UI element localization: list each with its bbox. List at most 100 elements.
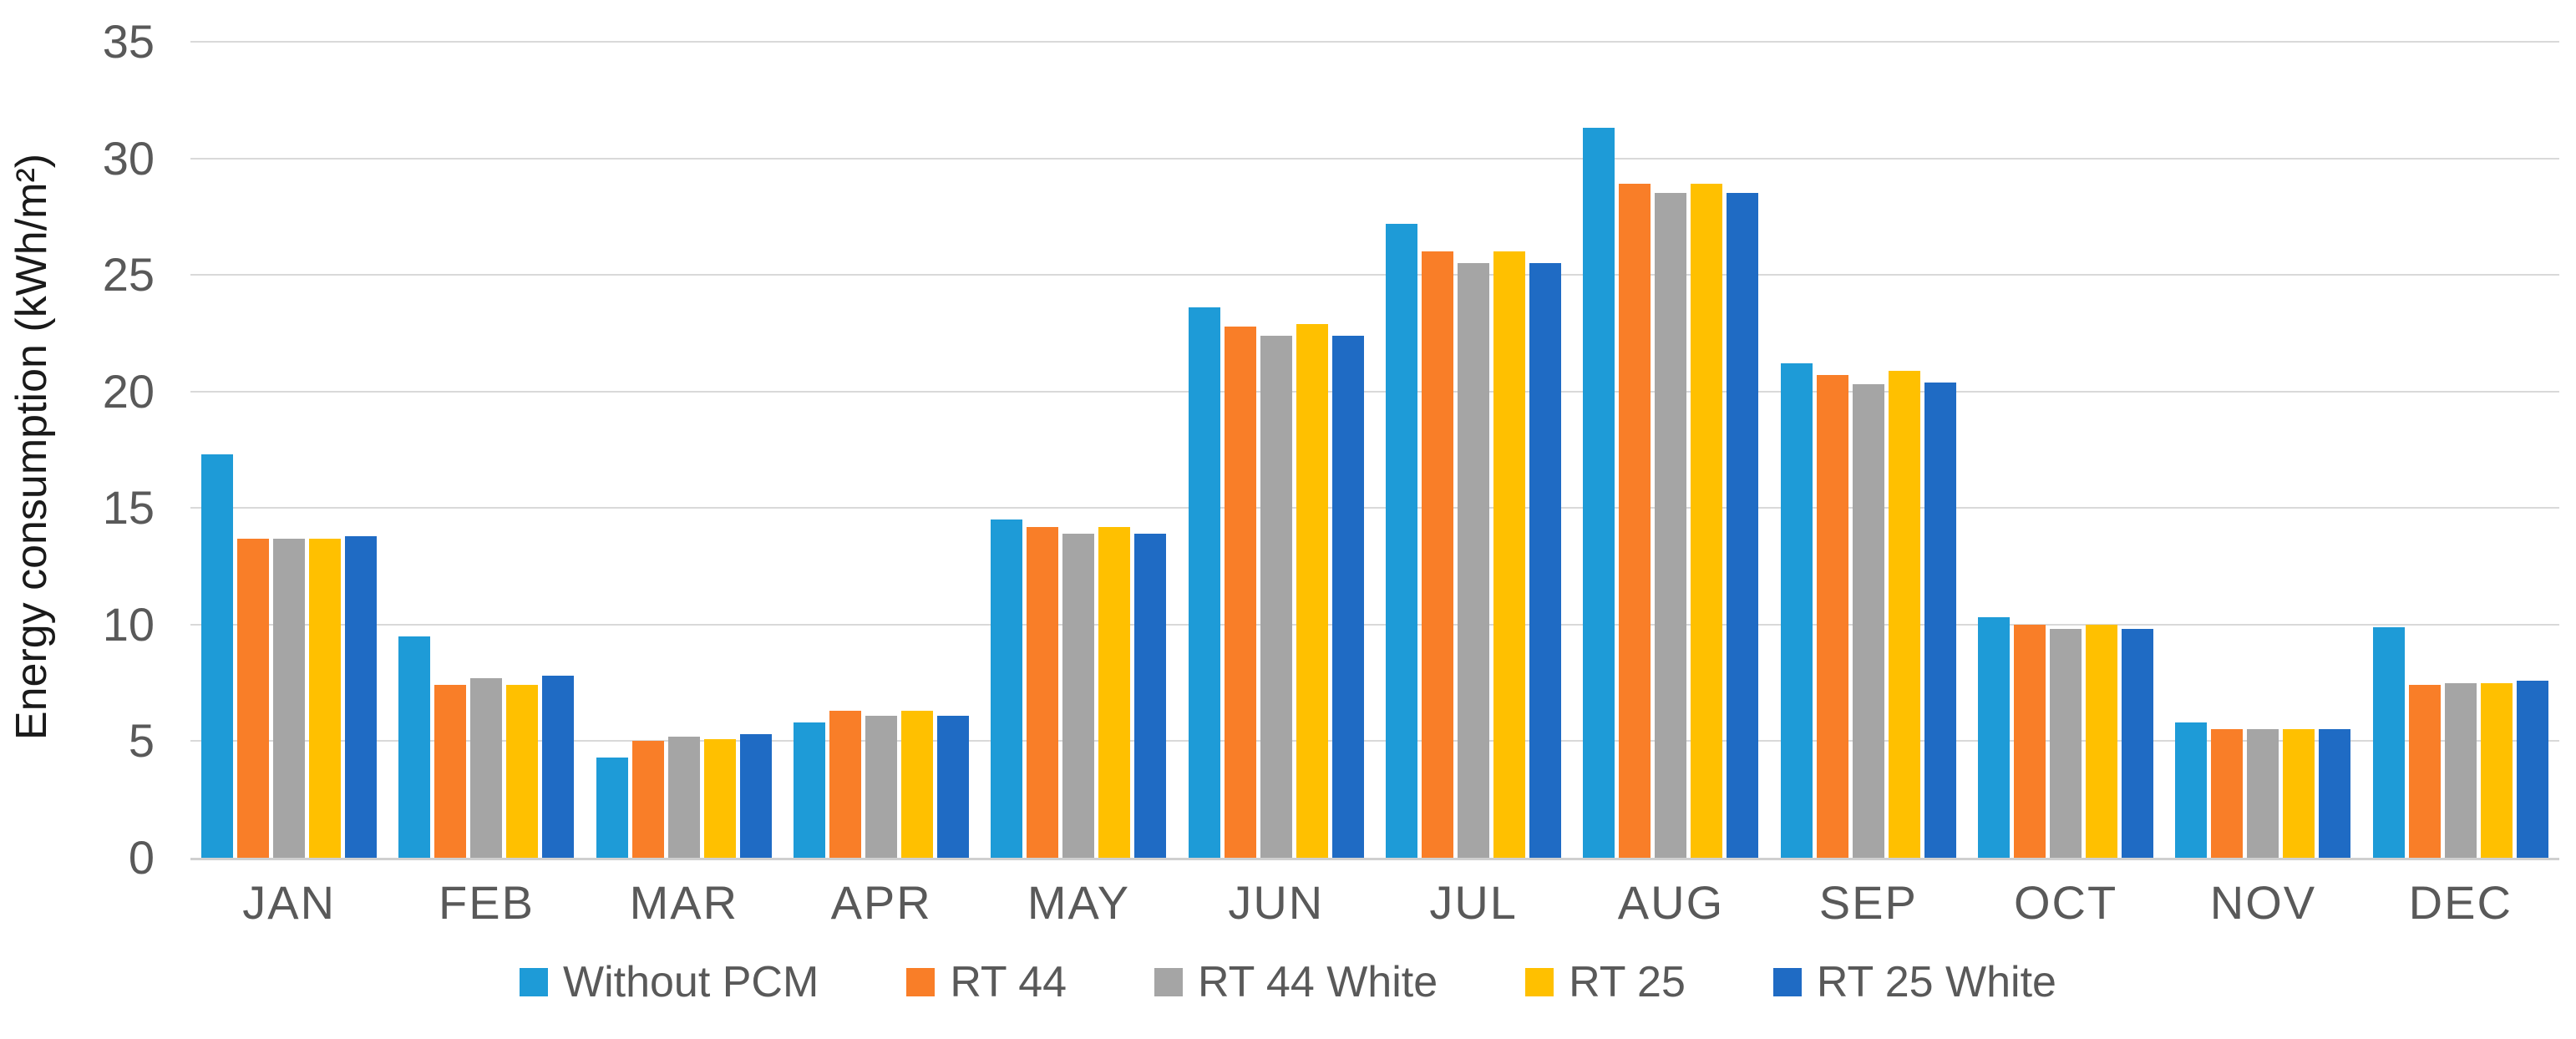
bar-without-pcm-may	[991, 520, 1023, 858]
bar-rt-44-jul	[1422, 251, 1454, 858]
x-axis-label-jan: JAN	[242, 876, 337, 929]
legend-item-label: RT 44	[950, 958, 1067, 1006]
bar-rt-25-white-nov	[2319, 729, 2351, 858]
bar-rt-25-dec	[2480, 682, 2513, 858]
bar-without-pcm-feb	[398, 636, 431, 858]
x-axis-labels: JAN FEB MAR APR MAY JUN JUL AUG SEP OCT NOV DEC	[190, 875, 2559, 930]
bar-rt-25-white-apr	[937, 715, 970, 858]
y-tick-label: 35	[102, 15, 155, 68]
x-axis-label-aug: AUG	[1617, 876, 1725, 929]
y-tick-label: 0	[128, 831, 155, 884]
bar-rt-25-jun	[1296, 323, 1328, 858]
gridline-10	[190, 623, 2559, 626]
legend-item-rt-44-white: RT 44 White	[1154, 957, 1438, 1007]
bar-without-pcm-apr	[794, 722, 826, 858]
bar-rt-44-feb	[434, 685, 467, 858]
bar-rt-44-white-may	[1062, 534, 1095, 858]
bar-rt-25-white-aug	[1727, 193, 1759, 858]
bar-without-pcm-aug	[1583, 128, 1615, 858]
bar-rt-44-dec	[2408, 685, 2441, 858]
x-axis-label-may: MAY	[1027, 876, 1131, 929]
bar-groups	[190, 42, 2559, 858]
x-axis-label-jun: JUN	[1228, 876, 1325, 929]
legend-swatch-icon	[1772, 968, 1802, 996]
gridline-35	[190, 41, 2559, 43]
bar-rt-25-white-jun	[1331, 335, 1364, 858]
legend-swatch-icon	[906, 968, 936, 996]
bar-rt-44-white-apr	[865, 715, 898, 858]
gridline-5	[190, 740, 2559, 743]
bar-rt-25-feb	[506, 685, 539, 858]
legend-item-rt-44: RT 44	[906, 957, 1067, 1007]
bar-group-feb	[388, 42, 585, 858]
gridline-15	[190, 507, 2559, 509]
x-axis-label-jul: JUL	[1429, 876, 1518, 929]
bar-without-pcm-sep	[1780, 363, 1813, 858]
bar-group-mar	[586, 42, 783, 858]
bar-rt-25-white-mar	[739, 734, 772, 858]
bar-rt-25-white-dec	[2516, 680, 2548, 858]
legend-swatch-icon	[520, 968, 549, 996]
bar-rt-25-may	[1098, 526, 1131, 858]
legend-item-label: RT 25 White	[1816, 958, 2056, 1006]
bar-group-dec	[2362, 42, 2559, 858]
y-tick-label: 10	[102, 597, 155, 651]
bar-rt-44-white-aug	[1655, 193, 1687, 858]
y-tick-label: 5	[128, 714, 155, 768]
bar-rt-25-aug	[1691, 184, 1723, 858]
bar-rt-25-apr	[901, 711, 934, 858]
x-axis-label-oct: OCT	[2014, 876, 2118, 929]
bar-rt-44-white-jan	[273, 538, 306, 858]
bar-rt-44-white-mar	[667, 736, 700, 858]
bar-without-pcm-nov	[2175, 722, 2208, 858]
legend-item-label: RT 25	[1569, 958, 1686, 1006]
bar-rt-44-mar	[631, 741, 664, 858]
plot-area	[190, 41, 2559, 860]
y-tick-label: 20	[102, 364, 155, 418]
bar-rt-44-oct	[2014, 624, 2046, 858]
bar-without-pcm-jul	[1386, 223, 1418, 858]
bar-rt-44-apr	[829, 711, 862, 858]
bar-rt-25-white-jan	[345, 535, 378, 858]
x-axis-label-sep: SEP	[1818, 876, 1918, 929]
bar-group-apr	[783, 42, 980, 858]
bar-rt-25-white-oct	[2122, 629, 2154, 858]
legend: Without PCM RT 44 RT 44 White RT 25 RT 25 Wh…	[0, 957, 2576, 1007]
bar-group-aug	[1572, 42, 1769, 858]
bar-rt-44-white-dec	[2444, 682, 2477, 858]
bar-rt-25-oct	[2086, 624, 2118, 858]
bar-rt-44-jun	[1224, 326, 1256, 858]
x-axis-label-nov: NOV	[2209, 876, 2317, 929]
bar-rt-25-white-feb	[542, 676, 575, 858]
bar-rt-44-jan	[237, 538, 270, 858]
x-axis-label-apr: APR	[830, 876, 932, 929]
legend-item-rt-25: RT 25	[1525, 957, 1686, 1007]
bar-rt-25-white-jul	[1529, 263, 1562, 858]
bar-rt-25-mar	[703, 738, 736, 858]
legend-item-label: Without PCM	[563, 958, 819, 1006]
bar-rt-25-nov	[2283, 729, 2315, 858]
y-tick-label: 15	[102, 481, 155, 535]
bar-rt-25-white-sep	[1924, 382, 1956, 858]
bar-rt-44-may	[1027, 526, 1059, 858]
bar-rt-44-white-nov	[2247, 729, 2279, 858]
legend-item-without-pcm: Without PCM	[520, 957, 819, 1007]
bar-group-jan	[190, 42, 388, 858]
bar-rt-25-jul	[1493, 251, 1526, 858]
bar-rt-44-nov	[2211, 729, 2244, 858]
bar-without-pcm-oct	[1978, 617, 2011, 858]
legend-item-label: RT 44 White	[1198, 958, 1438, 1006]
bar-group-oct	[1967, 42, 2164, 858]
bar-group-nov	[2164, 42, 2361, 858]
bar-group-jun	[1178, 42, 1375, 858]
bar-group-jul	[1375, 42, 1572, 858]
legend-swatch-icon	[1154, 968, 1184, 996]
bar-rt-44-white-jul	[1458, 263, 1490, 858]
bar-rt-44-white-feb	[470, 678, 503, 858]
bar-without-pcm-jun	[1188, 307, 1220, 858]
bar-rt-44-aug	[1619, 184, 1651, 858]
bar-rt-25-jan	[309, 538, 342, 858]
y-tick-label: 30	[102, 131, 155, 185]
legend-swatch-icon	[1525, 968, 1554, 996]
